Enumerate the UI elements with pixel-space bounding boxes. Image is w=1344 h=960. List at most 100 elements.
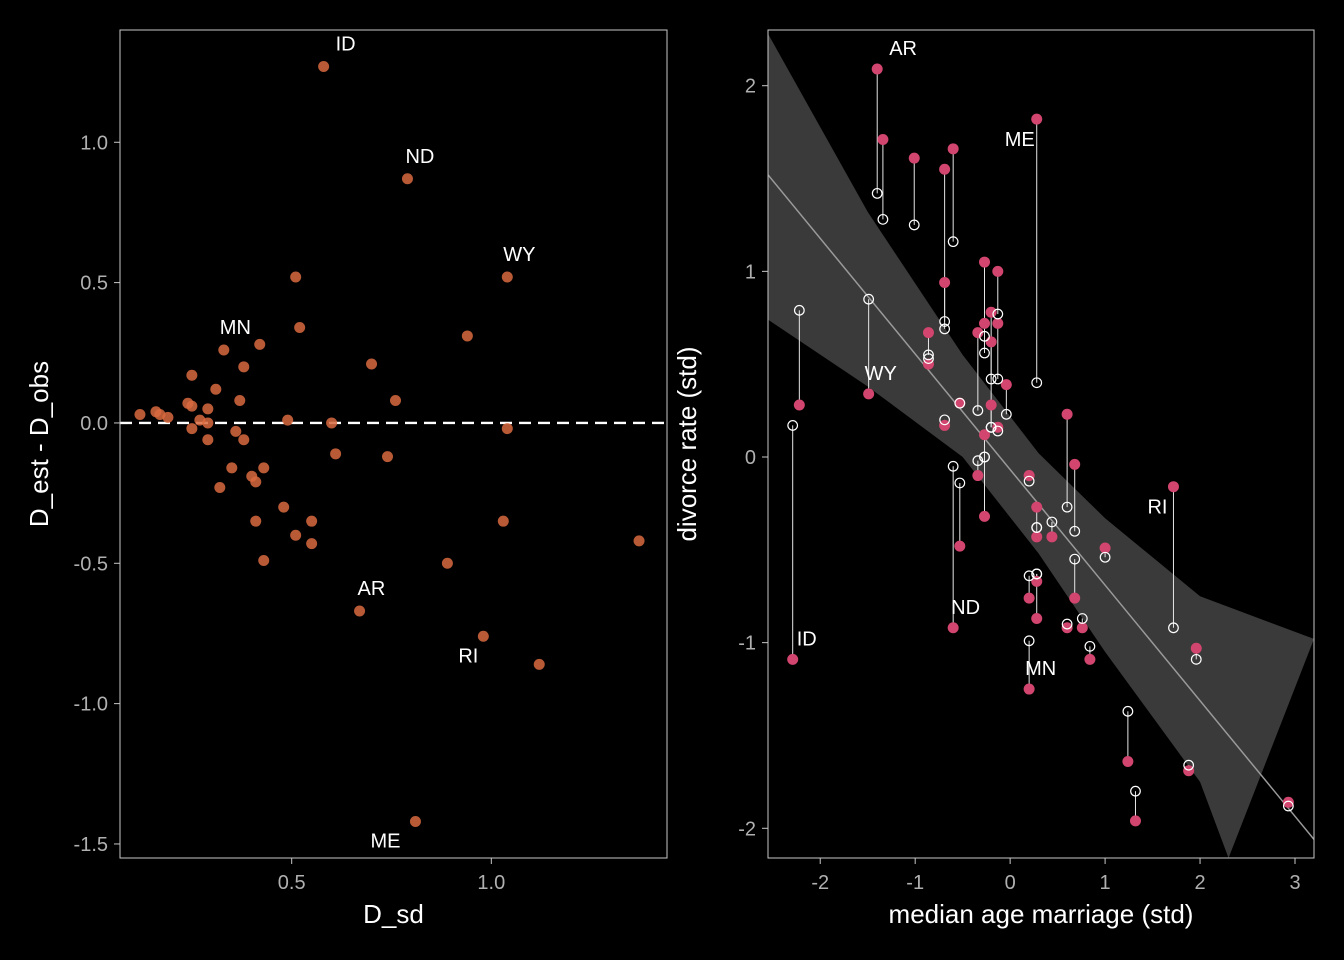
estimated-point	[787, 420, 799, 431]
data-point	[501, 423, 513, 435]
observed-point	[1046, 531, 1058, 543]
observed-point	[1084, 653, 1096, 665]
point-label-ar: AR	[358, 578, 386, 600]
estimated-point	[992, 373, 1004, 385]
data-point	[501, 271, 513, 283]
data-point	[533, 658, 545, 670]
estimated-point	[793, 304, 805, 316]
point-label-ar: AR	[889, 38, 917, 60]
y-tick-label: -2	[738, 818, 756, 840]
estimated-point	[972, 455, 984, 467]
y-tick-label: 1	[745, 261, 756, 283]
data-point	[250, 515, 262, 527]
observed-point	[908, 152, 920, 164]
observed-point	[979, 256, 991, 268]
observed-point	[985, 336, 997, 348]
observed-point	[871, 63, 883, 75]
observed-point	[1167, 481, 1179, 493]
observed-point	[972, 470, 984, 482]
estimated-point	[1130, 785, 1141, 797]
observed-point	[787, 653, 799, 665]
observed-point	[985, 399, 997, 411]
estimated-point	[908, 219, 920, 231]
observed-point	[939, 419, 951, 431]
data-point	[461, 330, 473, 342]
data-point	[254, 338, 266, 350]
data-point	[477, 630, 489, 642]
x-tick-label: -2	[811, 872, 829, 894]
estimated-point	[992, 425, 1004, 437]
point-label-ri: RI	[1147, 497, 1167, 519]
data-point	[409, 816, 421, 828]
estimated-point	[954, 477, 966, 489]
estimated-point	[1099, 551, 1111, 563]
estimated-point	[1023, 475, 1035, 487]
observed-point	[1061, 408, 1073, 420]
observed-point	[1023, 470, 1035, 482]
x-tick-label: 2	[1194, 872, 1205, 894]
observed-point	[979, 317, 991, 329]
estimated-point	[979, 451, 990, 463]
observed-point	[1069, 458, 1081, 470]
observed-point	[985, 306, 997, 318]
point-label-me: ME	[1005, 129, 1035, 151]
observed-point	[1069, 592, 1081, 604]
data-point	[258, 554, 270, 566]
data-point	[214, 482, 226, 494]
data-point	[250, 476, 262, 488]
observed-point	[992, 317, 1004, 329]
point-label-id: ID	[797, 628, 817, 650]
data-point	[282, 414, 294, 426]
data-point	[354, 605, 366, 617]
y-tick-label: 0.0	[80, 413, 108, 435]
estimated-point	[939, 323, 951, 335]
observed-point	[1031, 113, 1043, 125]
observed-point	[1129, 815, 1141, 827]
estimated-point	[1061, 618, 1073, 630]
observed-point	[979, 429, 991, 441]
observed-point	[1061, 622, 1073, 634]
plot-frame	[119, 29, 668, 859]
x-axis-title: D_sd	[363, 899, 424, 929]
estimated-point	[877, 213, 889, 225]
observed-point	[1183, 765, 1195, 777]
observed-point	[1000, 379, 1012, 391]
data-point	[210, 383, 222, 395]
y-tick-label: 1.0	[80, 132, 108, 154]
observed-point	[979, 510, 991, 522]
point-label-mn: MN	[1025, 658, 1056, 680]
estimated-point	[1031, 522, 1043, 533]
observed-point	[992, 265, 1004, 277]
observed-point	[877, 134, 889, 146]
data-point	[202, 403, 214, 415]
estimated-point	[985, 421, 997, 433]
data-point	[238, 434, 250, 446]
observed-point	[1031, 613, 1043, 625]
estimated-point	[939, 316, 951, 327]
estimated-point	[947, 236, 959, 248]
estimated-point	[923, 353, 934, 365]
estimated-point	[1190, 653, 1202, 665]
estimated-point	[1031, 568, 1043, 580]
estimated-point	[972, 405, 984, 416]
observed-point	[954, 540, 966, 552]
y-axis-title: divorce rate (std)	[672, 346, 702, 541]
observed-point	[939, 163, 951, 175]
y-tick-label: 2	[745, 76, 756, 98]
data-point	[401, 173, 413, 185]
data-point	[290, 529, 302, 541]
estimated-point	[1069, 553, 1081, 565]
observed-point	[1076, 622, 1088, 634]
data-point	[318, 60, 330, 72]
data-point	[202, 434, 214, 446]
estimated-point	[863, 293, 875, 305]
data-point	[186, 423, 198, 435]
data-point	[441, 557, 453, 569]
x-tick-label: 3	[1289, 872, 1300, 894]
observed-point	[922, 358, 934, 370]
data-point	[234, 394, 246, 406]
observed-point	[939, 276, 951, 288]
data-point	[162, 411, 174, 423]
data-point	[326, 417, 338, 429]
estimated-point	[1046, 516, 1058, 528]
